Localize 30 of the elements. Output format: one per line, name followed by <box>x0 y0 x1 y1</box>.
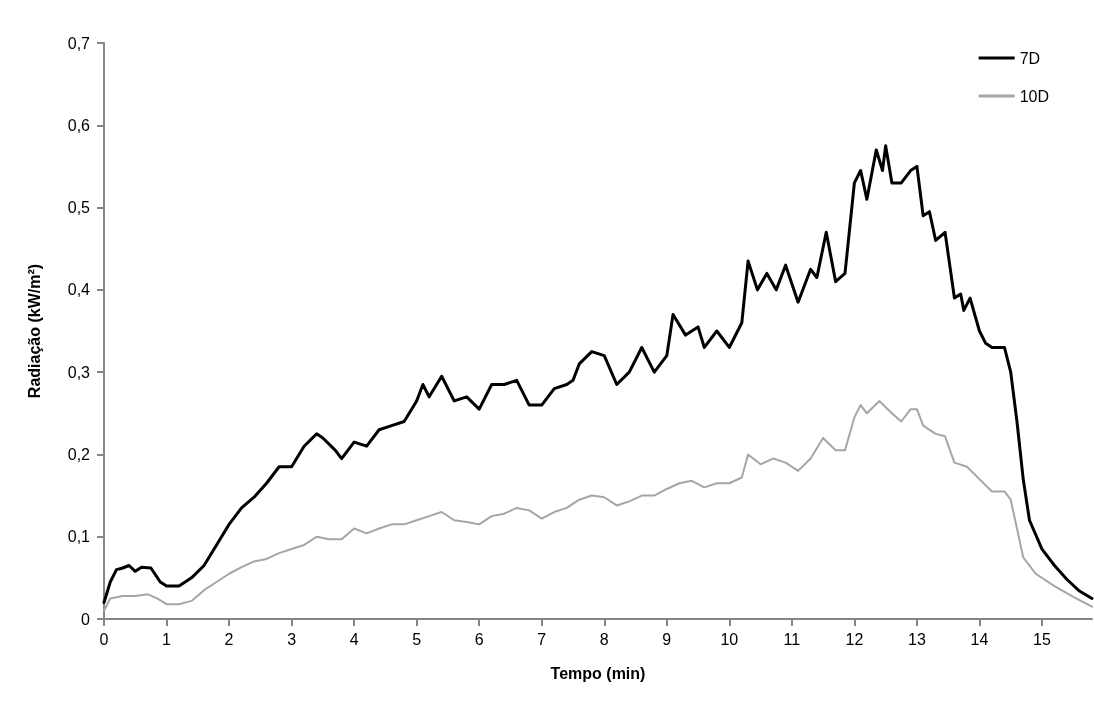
legend-label: 7D <box>1019 49 1041 67</box>
x-tick-label: 7 <box>537 630 547 648</box>
y-tick-label: 0,3 <box>67 363 91 381</box>
y-tick-label: 0,6 <box>67 116 91 134</box>
x-tick-label: 6 <box>474 630 484 648</box>
y-tick-label: 0,1 <box>67 528 91 546</box>
x-tick-label: 11 <box>783 630 801 648</box>
x-tick-label: 5 <box>412 630 422 648</box>
x-tick-label: 2 <box>224 630 234 648</box>
legend-label: 10D <box>1019 87 1050 105</box>
y-tick-label: 0,7 <box>67 34 91 52</box>
x-tick-label: 12 <box>845 630 864 648</box>
x-axis-title: Tempo (min) <box>550 664 646 682</box>
x-tick-label: 0 <box>99 630 109 648</box>
line-series <box>103 399 1093 612</box>
x-tick-label: 3 <box>287 630 297 648</box>
x-tick-label: 14 <box>970 630 989 648</box>
x-tick-label: 4 <box>349 630 359 648</box>
y-tick-label: 0,4 <box>67 281 91 299</box>
x-tick-label: 15 <box>1033 630 1051 648</box>
x-tick-label: 13 <box>908 630 926 648</box>
y-tick-label: 0,5 <box>67 199 91 217</box>
y-axis-title: Radiação (kW/m²) <box>25 263 43 399</box>
y-tick-label: 0,2 <box>67 445 91 463</box>
x-tick-label: 8 <box>599 630 609 648</box>
x-tick-label: 1 <box>162 630 172 648</box>
x-tick-label: 10 <box>720 630 739 648</box>
line-series <box>102 144 1094 605</box>
y-tick-label: 0 <box>81 610 91 628</box>
x-tick-label: 9 <box>662 630 672 648</box>
